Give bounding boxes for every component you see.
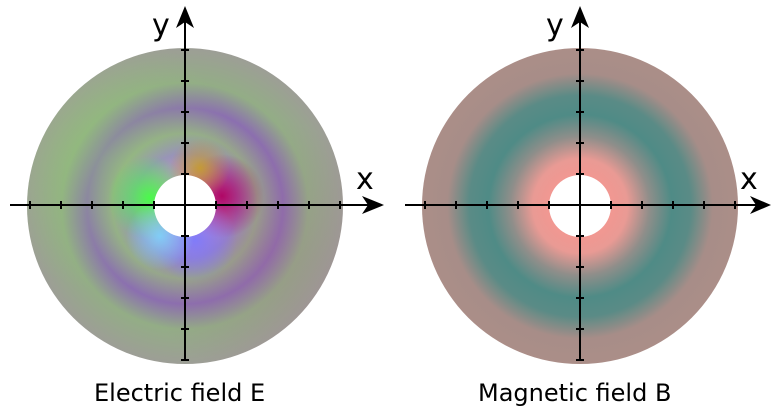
electric-y-axis-label: y (152, 8, 170, 43)
electric-x-axis-label: x (356, 162, 374, 197)
magnetic-x-axis-label: x (740, 162, 758, 197)
electric-axes (10, 22, 370, 361)
magnetic-axis-ticks (424, 49, 736, 361)
electric-field-panel: x y Electric field E (10, 6, 384, 407)
magnetic-x-axis-arrowhead (750, 196, 771, 214)
magnetic-field-panel: x y Magnetic field B (405, 6, 771, 407)
magnetic-y-axis-label: y (546, 8, 564, 43)
electric-y-axis-arrowhead (176, 6, 194, 28)
magnetic-axes (405, 22, 760, 361)
magnetic-y-axis-arrowhead (571, 6, 589, 28)
electric-field-caption: Electric field E (94, 379, 265, 407)
magnetic-field-caption: Magnetic field B (478, 379, 671, 407)
electric-axis-ticks (29, 49, 341, 361)
electric-x-axis-arrowhead (362, 196, 384, 214)
